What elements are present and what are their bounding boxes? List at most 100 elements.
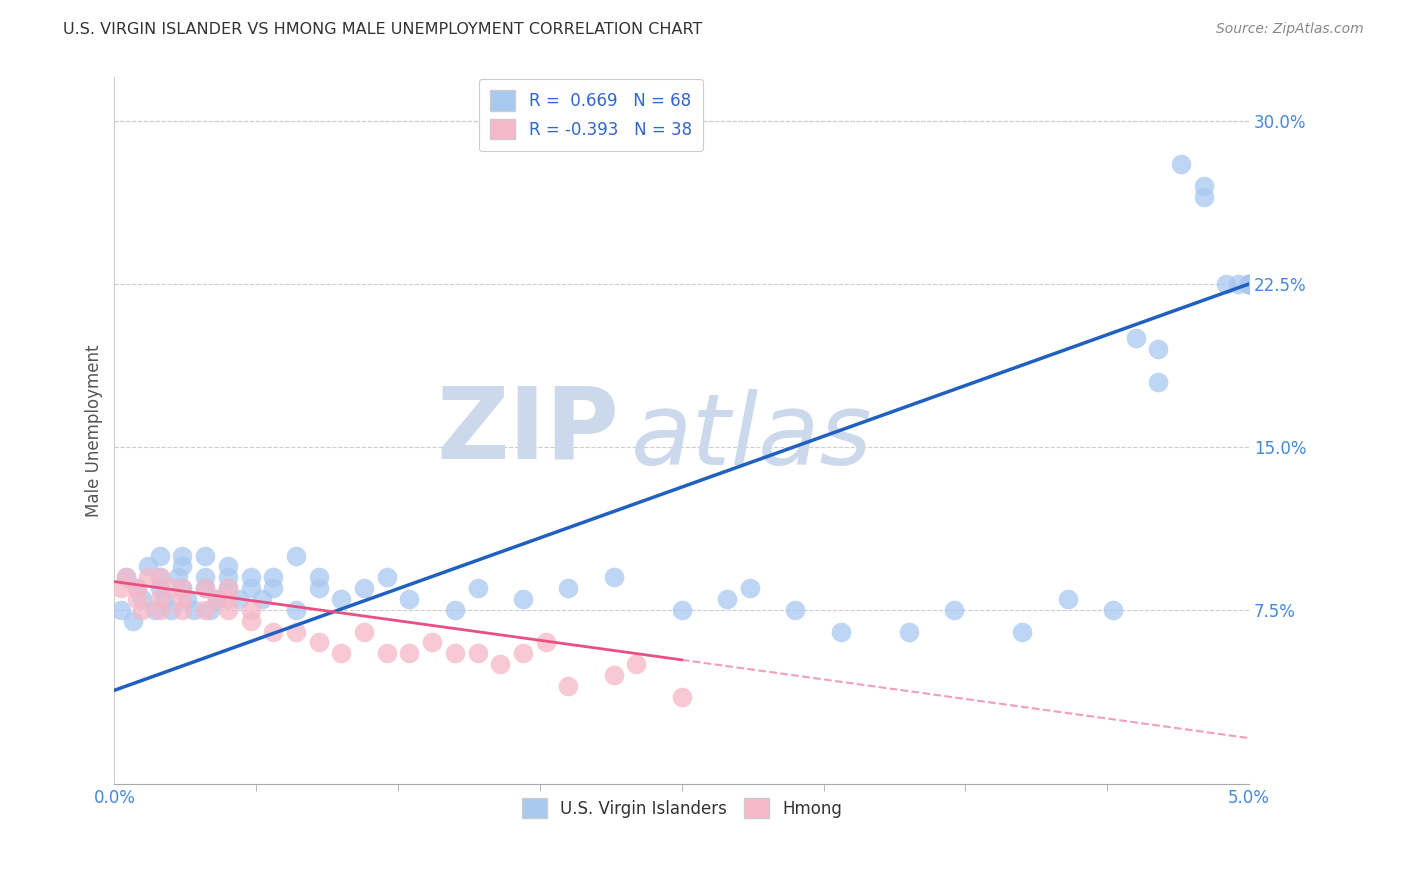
Point	[131, 592, 153, 607]
Point	[239, 581, 262, 595]
Point	[167, 570, 190, 584]
Point	[1237, 277, 1260, 291]
Point	[1192, 190, 1215, 204]
Point	[1011, 624, 1033, 639]
Point	[172, 549, 194, 563]
Point	[785, 603, 807, 617]
Point	[1125, 331, 1147, 345]
Y-axis label: Male Unemployment: Male Unemployment	[86, 344, 103, 516]
Point	[897, 624, 920, 639]
Text: Source: ZipAtlas.com: Source: ZipAtlas.com	[1216, 22, 1364, 37]
Point	[149, 603, 172, 617]
Point	[217, 581, 239, 595]
Point	[330, 592, 353, 607]
Point	[149, 581, 172, 595]
Point	[1237, 277, 1260, 291]
Point	[194, 549, 217, 563]
Point	[250, 592, 273, 607]
Point	[194, 581, 217, 595]
Text: ZIP: ZIP	[436, 382, 620, 479]
Point	[131, 603, 153, 617]
Point	[943, 603, 966, 617]
Point	[1237, 277, 1260, 291]
Point	[285, 603, 308, 617]
Point	[138, 570, 160, 584]
Point	[443, 603, 465, 617]
Point	[557, 679, 579, 693]
Point	[172, 581, 194, 595]
Point	[489, 657, 512, 672]
Point	[149, 570, 172, 584]
Point	[239, 614, 262, 628]
Point	[160, 581, 183, 595]
Point	[217, 559, 239, 574]
Point	[262, 581, 284, 595]
Text: atlas: atlas	[631, 389, 872, 486]
Point	[205, 592, 228, 607]
Point	[398, 592, 420, 607]
Point	[1147, 375, 1170, 389]
Point	[353, 581, 375, 595]
Point	[420, 635, 443, 649]
Point	[149, 549, 172, 563]
Point	[149, 592, 172, 607]
Text: U.S. VIRGIN ISLANDER VS HMONG MALE UNEMPLOYMENT CORRELATION CHART: U.S. VIRGIN ISLANDER VS HMONG MALE UNEMP…	[63, 22, 703, 37]
Point	[127, 592, 149, 607]
Point	[194, 603, 217, 617]
Point	[285, 549, 308, 563]
Point	[398, 646, 420, 660]
Point	[205, 592, 228, 607]
Point	[127, 581, 149, 595]
Point	[149, 570, 172, 584]
Point	[467, 581, 489, 595]
Point	[602, 668, 624, 682]
Point	[716, 592, 738, 607]
Point	[172, 603, 194, 617]
Point	[110, 603, 132, 617]
Point	[110, 581, 132, 595]
Point	[1056, 592, 1078, 607]
Point	[1226, 277, 1249, 291]
Point	[626, 657, 648, 672]
Point	[262, 570, 284, 584]
Point	[738, 581, 761, 595]
Point	[308, 570, 330, 584]
Point	[217, 581, 239, 595]
Point	[534, 635, 557, 649]
Point	[127, 581, 149, 595]
Point	[1147, 342, 1170, 356]
Point	[1215, 277, 1237, 291]
Point	[671, 690, 693, 704]
Point	[194, 581, 217, 595]
Point	[198, 603, 221, 617]
Point	[172, 559, 194, 574]
Point	[176, 592, 198, 607]
Point	[239, 603, 262, 617]
Point	[114, 570, 136, 584]
Point	[138, 559, 160, 574]
Point	[1192, 179, 1215, 194]
Point	[330, 646, 353, 660]
Point	[285, 624, 308, 639]
Point	[1237, 277, 1260, 291]
Point	[443, 646, 465, 660]
Point	[143, 603, 166, 617]
Point	[353, 624, 375, 639]
Point	[1102, 603, 1125, 617]
Point	[172, 581, 194, 595]
Point	[194, 570, 217, 584]
Point	[228, 592, 250, 607]
Point	[114, 570, 136, 584]
Point	[602, 570, 624, 584]
Legend: U.S. Virgin Islanders, Hmong: U.S. Virgin Islanders, Hmong	[515, 791, 848, 825]
Point	[121, 614, 143, 628]
Point	[467, 646, 489, 660]
Point	[375, 570, 398, 584]
Point	[262, 624, 284, 639]
Point	[217, 592, 239, 607]
Point	[217, 570, 239, 584]
Point	[375, 646, 398, 660]
Point	[671, 603, 693, 617]
Point	[160, 603, 183, 617]
Point	[217, 603, 239, 617]
